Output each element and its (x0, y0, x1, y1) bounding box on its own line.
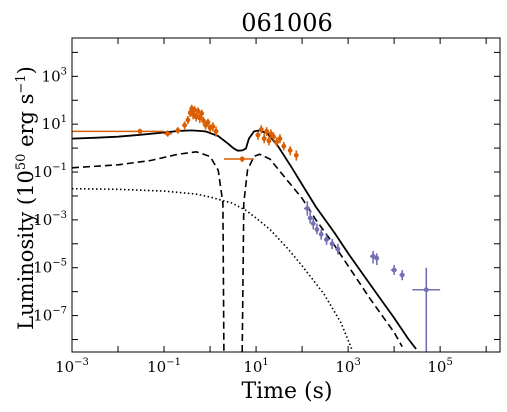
y-axis-label-close: ) (14, 66, 38, 74)
y-tick-label-4: 101 (42, 114, 67, 133)
bat-point-30 (287, 146, 293, 156)
y-tick-label-5: 103 (42, 66, 67, 85)
bat-point-17 (210, 122, 216, 132)
model-curve-solid-0 (72, 129, 417, 350)
x-tick-label-0: 10−3 (55, 357, 89, 376)
bat-point-18 (213, 126, 219, 137)
x-tick-label-4: 105 (427, 357, 452, 376)
xrt-point-10 (390, 264, 397, 275)
bat-point-12 (199, 109, 205, 119)
y-axis-label-main: Luminosity (10 (14, 170, 38, 330)
y-tick-label-2: 10−3 (33, 210, 67, 229)
bat-point-2 (175, 127, 181, 134)
y-axis-label-exp: 50 (14, 154, 29, 171)
chart-title: 061006 (241, 9, 333, 37)
bat-point-24 (266, 136, 272, 146)
y-tick-label-0: 10−7 (33, 306, 67, 325)
bat-point-23 (264, 127, 270, 137)
xrt-point-4 (318, 229, 324, 240)
xrt-point-3 (314, 223, 320, 235)
bat-point-26 (271, 132, 276, 141)
y-tick-label-1: 10−5 (33, 258, 67, 277)
xrt-point-2 (310, 217, 316, 230)
y-axis-label-tail: erg s (14, 94, 38, 154)
y-axis-label: Luminosity (1050 erg s−1) (14, 66, 38, 330)
bat-point-20 (255, 131, 261, 140)
bat-point-0 (72, 128, 165, 135)
model-curve-dotted-3 (72, 187, 353, 350)
xrt-point-0 (303, 201, 311, 216)
bat-point-22 (261, 133, 267, 144)
xrt-point-6 (329, 238, 335, 250)
bat-point-1 (164, 130, 173, 137)
x-tick-label-2: 101 (243, 357, 268, 376)
xrt-point-1 (307, 210, 313, 224)
bat-point-15 (205, 118, 211, 127)
xrt-point-12 (412, 267, 441, 352)
bat-point-4 (185, 115, 191, 125)
x-tick-label-3: 103 (335, 357, 360, 376)
model-curves (72, 129, 417, 352)
bat-point-21 (258, 125, 264, 134)
x-axis-label: Time (s) (241, 379, 332, 404)
plot-frame (71, 37, 501, 353)
bat-point-13 (201, 116, 206, 126)
bat-point-29 (281, 141, 287, 151)
bat-point-31 (293, 150, 299, 161)
y-tick-label-3: 10−1 (33, 162, 67, 181)
y-axis-label-tail-exp: −1 (14, 74, 29, 93)
xrt-point-5 (324, 234, 329, 245)
xrt-point-9 (374, 253, 380, 265)
bat-point-28 (277, 134, 283, 144)
x-tick-label-1: 10−1 (147, 357, 181, 376)
model-curve-dashed-1 (72, 150, 225, 352)
axis-ticks: 10−3 10−1 101 103 105 10−7 10−5 10−3 10−1 101 103 (33, 38, 500, 376)
bat-point-3 (182, 121, 188, 130)
data-points (72, 104, 441, 352)
xrt-point-8 (370, 250, 376, 264)
xrt-point-7 (335, 243, 341, 255)
model-curve-dashed-2 (241, 153, 403, 352)
bat-point-27 (274, 137, 280, 147)
bat-point-19 (223, 156, 254, 163)
xrt-point-11 (399, 270, 405, 281)
bat-point-10 (195, 107, 201, 116)
